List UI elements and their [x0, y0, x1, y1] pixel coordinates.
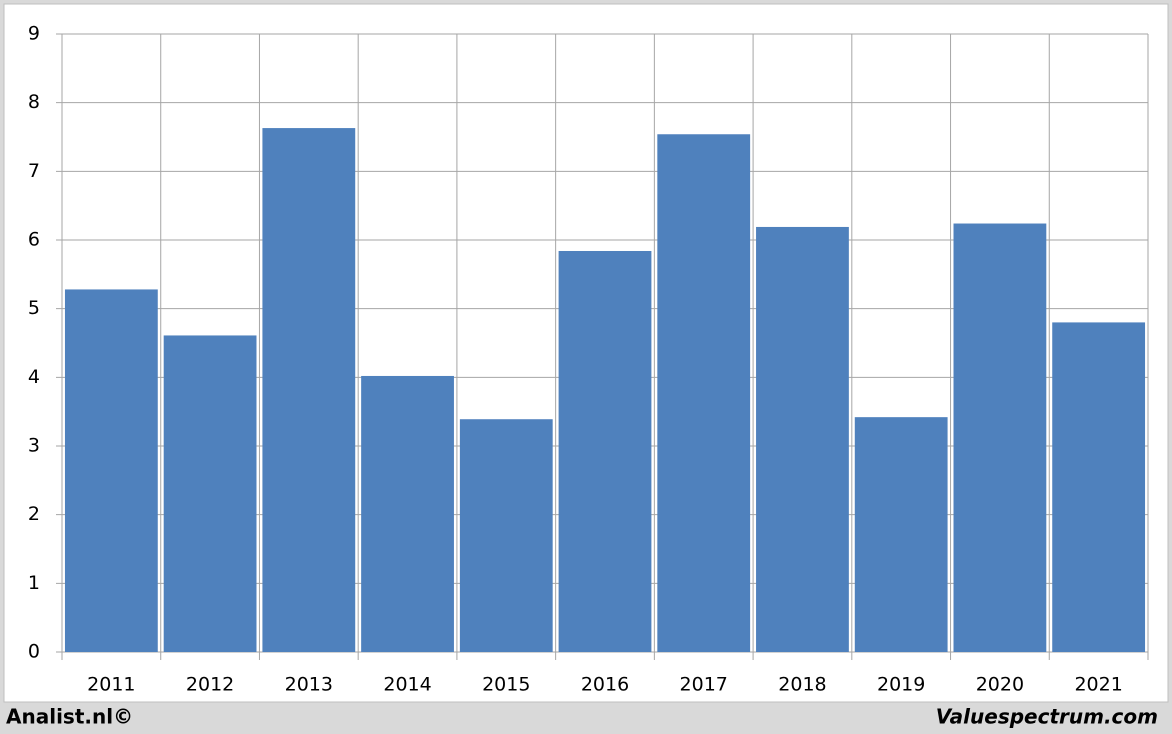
bar [558, 250, 652, 652]
footer-right: Valuespectrum.com [936, 705, 1158, 729]
bar [953, 223, 1047, 652]
bar [657, 134, 751, 653]
bar [262, 128, 356, 652]
x-tick-label: 2016 [581, 674, 629, 696]
x-tick-label: 2011 [87, 674, 135, 696]
y-tick-label: 9 [28, 23, 40, 45]
bar [64, 289, 158, 652]
bar [1052, 322, 1146, 652]
bar [163, 335, 257, 652]
x-tick-label: 2021 [1074, 674, 1122, 696]
bar [756, 226, 849, 652]
x-tick-label: 2014 [383, 674, 431, 696]
y-tick-label: 3 [28, 435, 40, 457]
footer-left: Analist.nl© [6, 705, 133, 729]
y-tick-label: 7 [28, 160, 40, 182]
x-tick-label: 2017 [680, 674, 728, 696]
x-tick-label: 2013 [285, 674, 333, 696]
bar [854, 417, 948, 652]
x-tick-label: 2012 [186, 674, 234, 696]
x-tick-label: 2015 [482, 674, 530, 696]
y-tick-label: 5 [28, 297, 40, 319]
x-tick-label: 2020 [976, 674, 1024, 696]
y-tick-label: 6 [28, 229, 40, 251]
y-tick-label: 8 [28, 91, 40, 113]
y-tick-label: 4 [28, 366, 40, 388]
y-tick-label: 2 [28, 503, 40, 525]
bar [459, 419, 553, 652]
x-tick-label: 2019 [877, 674, 925, 696]
y-tick-label: 0 [28, 641, 40, 663]
bar [361, 375, 454, 652]
y-tick-label: 1 [28, 572, 40, 594]
x-tick-label: 2018 [778, 674, 826, 696]
